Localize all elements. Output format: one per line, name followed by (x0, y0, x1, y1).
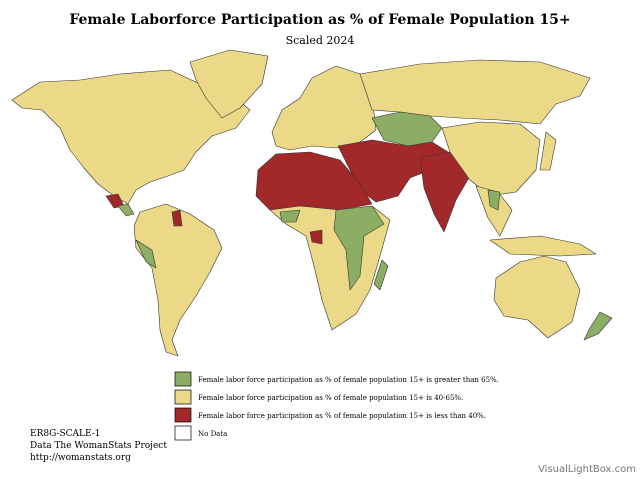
legend-label: No Data (198, 430, 227, 438)
legend-swatch (174, 425, 192, 441)
source-line: ER8G-SCALE-1 (30, 429, 101, 439)
indonesia (489, 235, 597, 257)
peru (135, 239, 157, 269)
south-america (133, 203, 223, 357)
china (441, 121, 541, 197)
central-africa-red (309, 229, 323, 245)
source-line: Data The WomanStats Project (30, 441, 167, 451)
north-america (11, 69, 251, 205)
japan (539, 131, 557, 171)
legend-label: Female labor force participation as % of… (198, 394, 463, 402)
source-line: http://womanstats.org (30, 453, 131, 463)
new-zealand (583, 311, 613, 341)
source-notes: ER8G-SCALE-1 Data The WomanStats Project h… (30, 429, 167, 463)
map-subtitle: Scaled 2024 (286, 34, 355, 47)
legend-swatch (174, 389, 192, 405)
watermark: VisualLightBox.com (538, 464, 636, 475)
world-map (11, 49, 613, 357)
kazakhstan (371, 111, 443, 147)
vietnam (487, 189, 501, 211)
central-america-green (117, 203, 135, 217)
map-title: Female Laborforce Participation as % of … (69, 12, 570, 28)
legend-swatch (174, 371, 192, 387)
east-africa (333, 205, 385, 291)
west-africa (279, 209, 301, 223)
europe (271, 65, 377, 151)
madagascar (373, 259, 389, 291)
guyana (171, 209, 183, 227)
legend-label: Female labor force participation as % of… (198, 412, 486, 420)
legend: Female labor force participation as % of… (174, 371, 499, 441)
legend-label: Female labor force participation as % of… (198, 376, 499, 384)
legend-swatch (174, 407, 192, 423)
australia (493, 255, 581, 339)
north-africa (255, 151, 373, 211)
greenland (189, 49, 269, 119)
